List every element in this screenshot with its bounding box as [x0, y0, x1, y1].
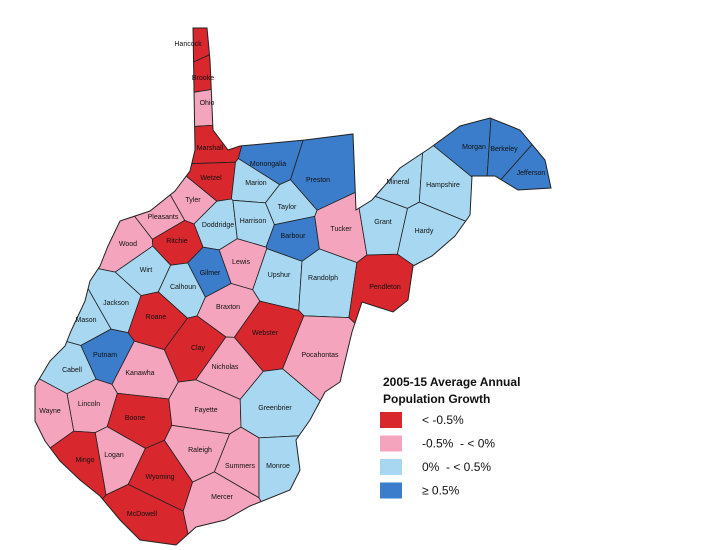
county-label: Monongalia	[250, 161, 286, 168]
county-label: Mason	[75, 317, 96, 324]
county-label: Summers	[225, 463, 255, 470]
county-label: Upshur	[268, 272, 291, 279]
county-label: Lincoln	[78, 401, 100, 408]
county-label: Jefferson	[517, 170, 546, 177]
county-label: Marshall	[197, 145, 224, 152]
county	[488, 28, 551, 544]
county-label: Greenbrier	[258, 405, 292, 412]
legend-label: -0.5% - < 0%	[422, 437, 495, 451]
county-label: Hardy	[415, 228, 434, 235]
legend-swatch	[380, 459, 402, 475]
county-labels: Hancock Brooke Ohio Marshall Wetzel Monongali…	[39, 41, 545, 518]
county-label: Pendleton	[369, 284, 401, 291]
county-label: Wetzel	[200, 175, 222, 182]
county-label: Mingo	[75, 457, 94, 464]
county-label: Monroe	[266, 463, 290, 470]
county-label: Marion	[245, 180, 267, 187]
county-label: McDowell	[127, 511, 158, 518]
county	[85, 28, 368, 111]
county-label: Clay	[191, 345, 206, 352]
county	[67, 75, 297, 133]
county-label: Tucker	[330, 226, 352, 233]
county	[282, 315, 543, 503]
county-label: Pleasants	[148, 214, 179, 221]
state-outline	[34, 27, 552, 546]
county-label: Berkeley	[490, 146, 518, 153]
legend-label: ≥ 0.5%	[422, 484, 460, 498]
county-label: Hancock	[174, 41, 202, 48]
county	[485, 28, 551, 194]
county-label: Wood	[119, 241, 137, 248]
county-label: Randolph	[308, 275, 338, 282]
county-label: Nicholas	[212, 364, 239, 371]
county-label: Roane	[146, 314, 167, 321]
county-label: Kanawha	[125, 370, 154, 377]
county	[298, 248, 358, 319]
county-label: Taylor	[278, 204, 297, 211]
county-label: Brooke	[192, 75, 214, 82]
legend-title: 2005-15 Average Annual	[383, 375, 520, 389]
county-label: Mercer	[211, 494, 233, 501]
county-label: Preston	[306, 177, 330, 184]
county-label: Fayette	[194, 407, 217, 414]
county-label: Cabell	[62, 367, 82, 374]
county-label: Wyoming	[145, 474, 174, 481]
county-label: Lewis	[232, 259, 250, 266]
county-label: Calhoun	[170, 284, 196, 291]
legend: < -0.5% -0.5% - < 0% 0% - < 0.5% ≥ 0.5%	[380, 412, 495, 499]
county-label: Wirt	[140, 267, 152, 274]
county-label: Tyler	[185, 197, 201, 204]
county	[111, 122, 249, 165]
county-label: Mineral	[387, 179, 410, 186]
legend-swatch	[380, 482, 402, 499]
county	[35, 28, 334, 116]
county-label: Hampshire	[426, 182, 460, 189]
county-label: Grant	[374, 219, 392, 226]
county	[35, 430, 107, 545]
legend-swatch	[380, 435, 402, 452]
county-label: Boone	[125, 415, 145, 422]
county-label: Morgan	[462, 144, 486, 151]
county-label: Doddridge	[202, 222, 234, 229]
county-label: Gilmer	[200, 270, 221, 277]
county-label: Braxton	[216, 304, 240, 311]
county-label: Putnam	[93, 352, 117, 359]
legend-swatch	[380, 412, 402, 428]
county-label: Wayne	[39, 408, 61, 415]
legend-title: Population Growth	[383, 392, 490, 406]
county-label: Harrison	[240, 218, 267, 225]
county-label: Raleigh	[188, 447, 212, 454]
county-label: Pocahontas	[302, 352, 339, 359]
legend-label: < -0.5%	[422, 413, 464, 427]
county-label: Barbour	[281, 233, 307, 240]
county-label: Jackson	[103, 300, 129, 307]
county-label: Ritchie	[166, 238, 188, 245]
county-label: Logan	[104, 452, 124, 459]
county-label: Webster	[252, 330, 279, 337]
county-label: Ohio	[200, 100, 215, 107]
legend-label: 0% - < 0.5%	[422, 460, 491, 474]
